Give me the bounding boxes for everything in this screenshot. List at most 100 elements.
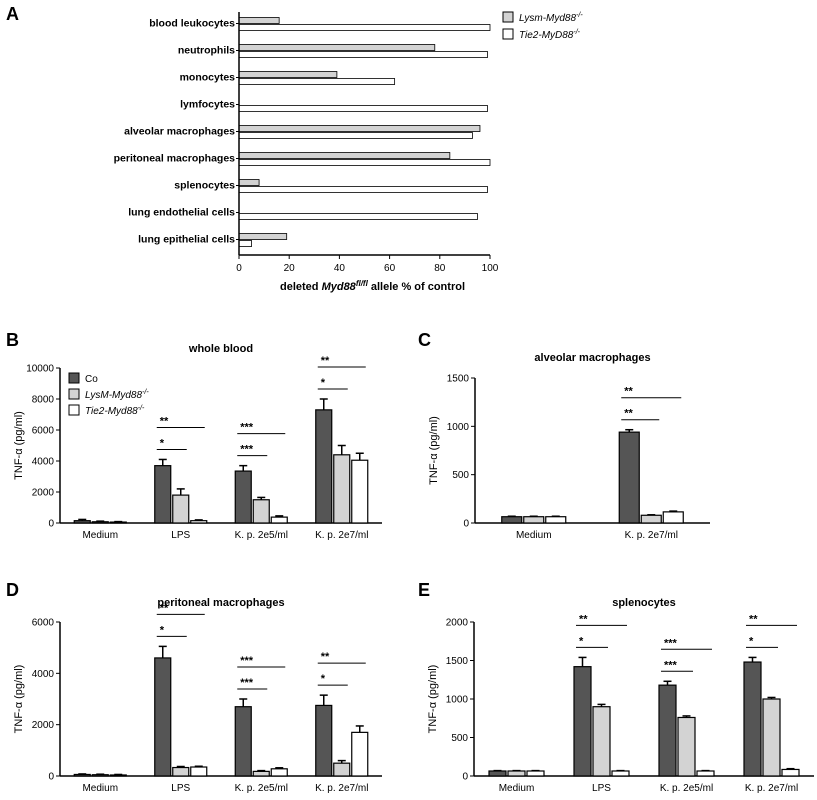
bar-tie2 [238,51,488,58]
significance-mark: * [321,673,326,685]
x-category-label: K. p. 2e5/ml [660,783,713,794]
legend-label: Tie2-MyD88-/- [519,29,581,41]
category-label: monocytes [180,72,236,84]
significance-mark: * [579,635,584,647]
category-label: lung epithelial cells [138,234,235,246]
bar-lysm [333,762,351,777]
y-axis-label: TNF-α (pg/ml) [428,416,440,485]
bar-tie2 [238,132,473,139]
panel-letter-b: B [6,330,19,350]
bar-tie2 [696,770,715,777]
y-axis-label: TNF-α (pg/ml) [13,665,25,734]
legend-label: Lysm-Myd88-/- [519,12,583,24]
bar-tie2 [526,770,545,777]
bar-lysm [592,706,611,777]
significance-mark: *** [240,444,254,456]
x-axis-label-part: fl/fl [356,279,369,288]
category-label: blood leukocytes [149,18,235,30]
bar-tie2 [351,459,369,524]
bar-lysm [762,698,781,777]
bar-co [315,704,333,777]
panel-letter-a: A [6,4,19,24]
bar-co [234,470,252,524]
y-tick-label: 2000 [446,618,469,629]
x-tick-label: 40 [334,263,346,274]
x-category-label: LPS [171,783,190,794]
bar-lysm [238,71,338,78]
x-axis-label: deleted Myd88fl/fl allele % of control [280,279,465,293]
y-axis-label: TNF-α (pg/ml) [427,665,439,734]
panel-title: peritoneal macrophages [157,597,284,609]
y-tick-label: 0 [48,519,54,530]
significance-mark: * [749,635,754,647]
bar-lysm [507,770,526,777]
significance-mark: *** [664,637,678,649]
x-tick-label: 20 [284,263,296,274]
x-tick-label: 60 [384,263,396,274]
significance-mark: ** [749,613,758,625]
bar-lysm [172,766,190,777]
panel-b-chart: whole blood 0 2000 4000 6000 8000 10000 TNF-α (… [13,343,382,541]
bar-lysm [91,774,109,777]
legend-label: LysM-Myd88-/- [85,389,149,401]
x-tick-label: 0 [236,263,242,274]
y-tick-label: 1500 [446,656,469,667]
x-category-label: K. p. 2e5/ml [235,530,288,541]
bar-co [573,666,592,777]
panel-letter-e: E [418,580,430,600]
panel-e-chart: splenocytes 0 500 1000 1500 2000 TNF-α (pg/ml)… [427,597,814,794]
legend-name: Tie2-Myd88 [85,406,138,417]
x-category-label: K. p. 2e7/ml [315,530,368,541]
bar-co [234,706,252,777]
y-tick-label: 6000 [32,618,55,629]
significance-mark: * [160,437,165,449]
legend-name: Tie2-MyD88 [519,30,574,41]
legend-sup: -/- [576,12,583,19]
category-label: splenocytes [174,180,235,192]
bar-lysm [333,454,351,524]
panel-title: whole blood [188,343,253,355]
x-category-label: K. p. 2e7/ml [745,783,798,794]
panel-a-chart: blood leukocytes neutrophils monocytes lymf… [114,11,583,293]
y-tick-label: 1000 [446,695,469,706]
significance-mark: *** [240,655,254,667]
bar-tie2 [190,766,208,777]
x-tick-label: 80 [434,263,446,274]
category-label: neutrophils [178,45,235,57]
category-label: peritoneal macrophages [114,153,236,165]
panel-d-chart: peritoneal macrophages 0 2000 4000 6000 TNF-α… [13,597,382,794]
bar-co [488,770,507,777]
panel-c-chart: alveolar macrophages 0 500 1000 1500 TNF-α (p… [428,352,710,541]
x-category-label: K. p. 2e5/ml [235,783,288,794]
legend-sup: -/- [573,29,580,36]
bar-co [501,516,523,524]
significance-mark: *** [240,677,254,689]
bar-lysm [640,514,662,524]
legend-label: Tie2-Myd88-/- [85,405,145,417]
significance-mark: *** [664,659,678,671]
bar-lysm [172,494,190,524]
legend-swatch [502,11,514,23]
legend-name: LysM-Myd88 [85,390,142,401]
bar-tie2 [238,213,478,220]
x-category-label: LPS [171,530,190,541]
x-tick-label: 100 [482,263,499,274]
panel-title: splenocytes [612,597,676,609]
y-tick-label: 500 [451,733,468,744]
category-label: lung endothelial cells [128,207,235,219]
x-category-label: Medium [499,783,535,794]
bar-tie2 [238,78,396,85]
bar-co [73,773,91,777]
bar-lysm [677,716,696,777]
significance-mark: ** [160,415,169,427]
y-tick-label: 4000 [32,669,55,680]
bar-co [73,520,91,524]
bar-tie2 [238,105,488,112]
bar-co [618,431,640,524]
bar-lysm [238,44,436,51]
x-axis-label-part: deleted [280,281,322,293]
bar-tie2 [270,768,288,777]
x-category-label: K. p. 2e7/ml [625,530,678,541]
category-label: lymfocytes [180,99,235,111]
x-axis-label-part: Myd88 [322,281,357,293]
